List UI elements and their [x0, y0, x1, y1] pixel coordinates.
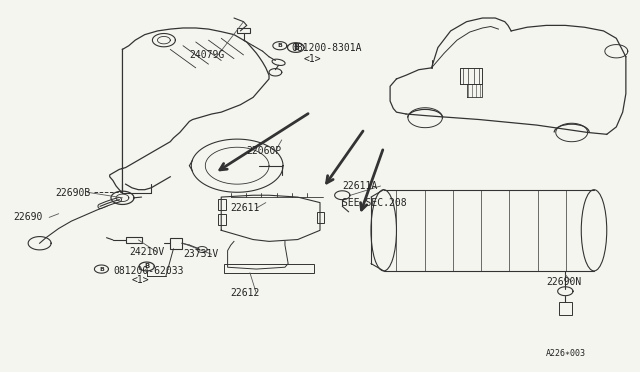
Text: 22612: 22612 — [231, 288, 260, 298]
Bar — [237, 28, 250, 33]
Text: 24079G: 24079G — [189, 50, 225, 60]
Text: 22690N: 22690N — [546, 277, 582, 287]
Bar — [225, 263, 314, 273]
Text: 22690B: 22690B — [56, 188, 91, 198]
Text: <1>: <1> — [132, 275, 150, 285]
Bar — [218, 199, 226, 210]
Bar — [125, 237, 141, 243]
Text: <1>: <1> — [304, 54, 322, 64]
Text: 081200-62033: 081200-62033 — [113, 266, 184, 276]
Text: 23731V: 23731V — [183, 249, 218, 259]
Text: SEE SEC.208: SEE SEC.208 — [342, 198, 407, 208]
Bar — [218, 214, 226, 225]
Bar — [170, 238, 182, 249]
Text: B: B — [293, 43, 299, 52]
Text: 22060P: 22060P — [246, 146, 282, 156]
Text: 24210V: 24210V — [129, 247, 164, 257]
Text: B: B — [99, 267, 104, 272]
Text: 22611: 22611 — [231, 203, 260, 213]
Bar — [559, 302, 572, 315]
Text: 081200-8301A: 081200-8301A — [291, 42, 362, 52]
Text: B: B — [277, 43, 282, 48]
Text: A226∗003: A226∗003 — [546, 350, 586, 359]
Text: 22611A: 22611A — [342, 181, 378, 191]
Bar — [317, 212, 324, 223]
Text: B: B — [144, 263, 149, 269]
Text: 22690: 22690 — [13, 212, 42, 222]
